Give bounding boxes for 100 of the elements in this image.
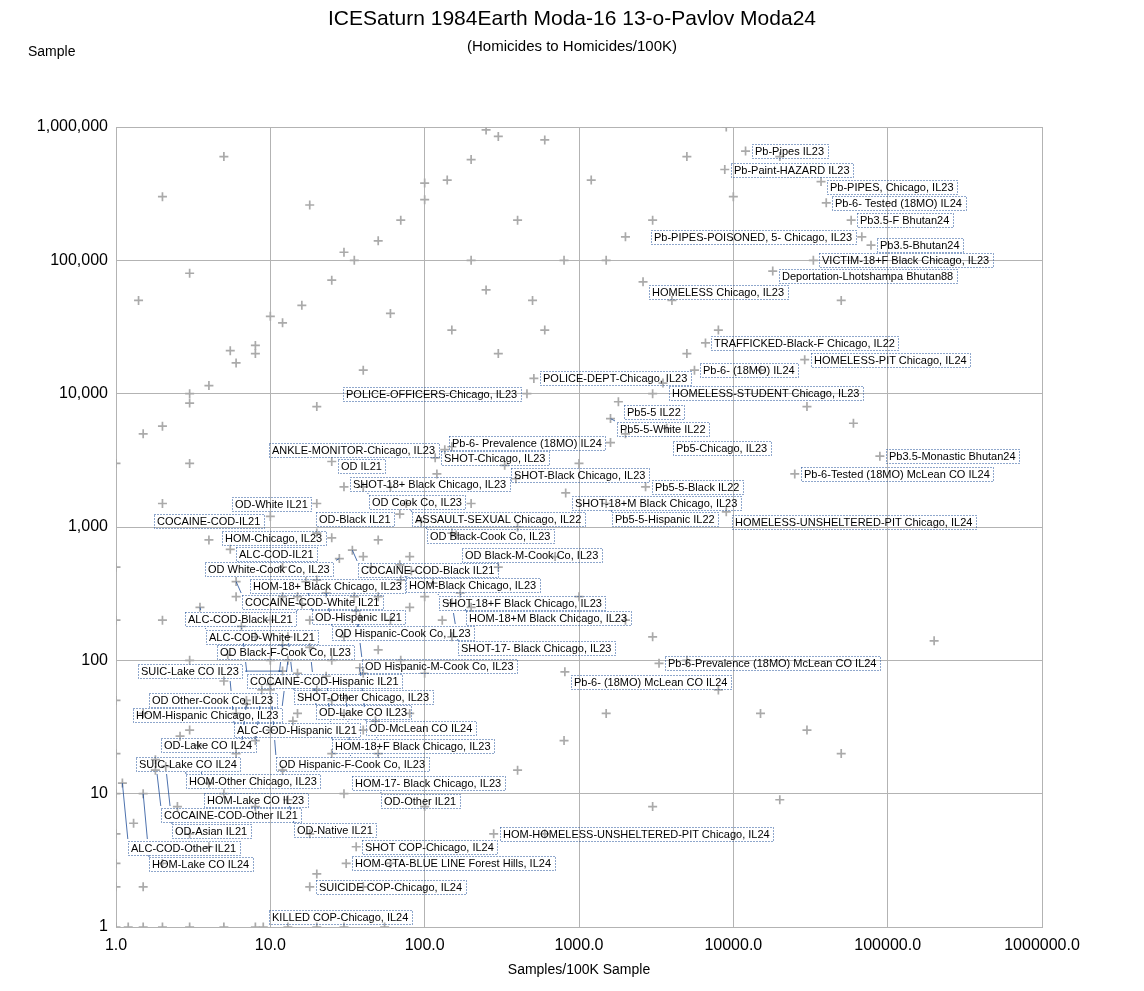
annotation: SUICIDE COP-Chicago, IL24 [319, 881, 463, 894]
annotation: HOM-18+F Black Chicago, IL23 [335, 740, 491, 753]
x-tick-label: 1.0 [104, 936, 128, 954]
annotation: Deportation-Lhotshampa Bhutan88 [782, 270, 954, 283]
annotation: Pb-6- Tested (18MO) IL24 [835, 197, 962, 210]
x-tick-label: 1000.0 [554, 936, 604, 954]
annotation: Pb-6-Prevalence (18MO) McLean CO IL24 [668, 657, 877, 670]
annotation: OD Cook Co, IL23 [372, 496, 462, 509]
annotation: Pb-PIPES, Chicago, IL23 [830, 181, 954, 194]
annotation: SHOT-Other Chicago, IL23 [297, 691, 430, 704]
annotation: HOMELESS-STUDENT Chicago, IL23 [672, 387, 860, 400]
annotation: COCAINE-COD-White IL21 [245, 596, 380, 609]
annotation: SHOT-18+F Black Chicago, IL23 [442, 597, 602, 610]
annotation: COCAINE-COD-Other IL21 [164, 809, 298, 822]
annotation: OD Black-F-Cook Co, IL23 [220, 646, 351, 659]
annotation: HOM-Black Chicago, IL23 [409, 579, 537, 592]
y-tick-label: 1,000,000 [36, 117, 109, 135]
annotation: TRAFFICKED-Black-F Chicago, IL22 [714, 337, 895, 350]
annotation: HOM-18+M Black Chicago, IL23 [469, 612, 628, 625]
annotation: Pb3.5-F Bhutan24 [860, 214, 950, 227]
annotation: HOM-Hispanic Chicago, IL23 [136, 709, 279, 722]
annotation: HOM-CTA-BLUE LINE Forest Hills, IL24 [355, 857, 552, 870]
annotation: OD-Hispanic IL21 [315, 611, 402, 624]
annotation: SHOT-18+M Black Chicago, IL23 [575, 497, 738, 510]
annotation: Pb5-5 IL22 [627, 406, 681, 419]
annotation: ANKLE-MONITOR-Chicago, IL23 [272, 444, 436, 457]
annotation: HOMELESS-UNSHELTERED-PIT Chicago, IL24 [735, 516, 973, 529]
annotation: VICTIM-18+F Black Chicago, IL23 [822, 254, 990, 267]
annotation: OD-McLean CO IL24 [369, 722, 473, 735]
annotation: ALC-COD-Other IL21 [131, 842, 237, 855]
annotation: SHOT-Chicago, IL23 [444, 452, 546, 465]
annotation: OD Other-Cook Co, IL23 [152, 694, 274, 707]
x-tick-label: 10.0 [254, 936, 287, 954]
annotation: SUIC-Lake CO IL24 [139, 758, 237, 771]
annotation: HOM-Lake CO IL23 [207, 794, 305, 807]
y-tick-label: 1 [99, 917, 109, 935]
annotation: OD Hispanic-F-Cook Co, IL23 [279, 758, 426, 771]
x-tick-label: 1000000.0 [1004, 936, 1080, 954]
annotation: HOMELESS Chicago, IL23 [652, 286, 785, 299]
annotation: Pb5-Chicago, IL23 [676, 442, 768, 455]
y-tick-label: 1,000 [67, 517, 109, 535]
annotation: OD IL21 [341, 460, 382, 473]
annotation: ALC-COD-Black IL21 [188, 613, 293, 626]
annotation: HOM-17- Black Chicago, IL23 [355, 777, 502, 790]
annotation: HOM-18+ Black Chicago, IL23 [253, 580, 402, 593]
annotation: COCAINE-COD-Hispanic IL21 [250, 675, 399, 688]
annotation: SHOT COP-Chicago, IL24 [365, 841, 494, 854]
y-tick-label: 100,000 [50, 250, 109, 268]
annotation: OD-Native IL21 [297, 824, 373, 837]
y-axis-title: Sample [28, 42, 76, 59]
annotation: OD-Other IL21 [384, 795, 457, 808]
annotation: Pb5-5-Black IL22 [655, 481, 740, 494]
x-tick-label: 10000.0 [704, 936, 763, 954]
annotation: HOM-Other Chicago, IL23 [189, 775, 317, 788]
annotation: Pb5-5-White IL22 [620, 423, 706, 436]
annotation: Pb-6- (18MO) McLean CO IL24 [574, 676, 728, 689]
annotation: HOM-HOMELESS-UNSHELTERED-PIT Chicago, IL24 [503, 828, 770, 841]
annotation: SHOT-Black Chicago, IL23 [514, 469, 646, 482]
y-tick-label: 10,000 [59, 384, 109, 402]
annotation: COCAINE-COD-Black IL21 [361, 564, 495, 577]
annotation: ALC-COD-White IL21 [209, 631, 315, 644]
chart-subtitle: (Homicides to Homicides/100K) [466, 37, 678, 55]
annotation: SUIC-Lake CO IL23 [141, 665, 239, 678]
annotation: KILLED COP-Chicago, IL24 [272, 911, 409, 924]
annotation: POLICE-DEPT-Chicago, IL23 [543, 372, 688, 385]
annotation: Pb5-5-Hispanic IL22 [615, 513, 715, 526]
annotation: OD Hispanic-Cook Co, IL23 [335, 627, 471, 640]
annotation: Pb-6- Prevalence (18MO) IL24 [452, 437, 602, 450]
annotation: OD-Black IL21 [319, 513, 391, 526]
annotation: Pb-PIPES-POISONED, 5- Chicago, IL23 [654, 231, 853, 244]
annotation: OD-Lake CO IL24 [164, 739, 253, 752]
annotation: ALC-COD-IL21 [239, 548, 314, 561]
annotation: Pb-Paint-HAZARD IL23 [734, 164, 850, 177]
annotation: Pb-6- (18MO) IL24 [703, 364, 795, 377]
x-tick-label: 100000.0 [854, 936, 922, 954]
annotation: HOM-Lake CO IL24 [152, 858, 250, 871]
annotation: SHOT-18+ Black Chicago, IL23 [353, 478, 507, 491]
y-tick-label: 10 [90, 784, 109, 802]
annotation: OD-White IL21 [235, 498, 308, 511]
annotation: ASSAULT-SEXUAL Chicago, IL22 [415, 513, 582, 526]
annotation: OD Black-M-Cook Co, IL23 [465, 549, 599, 562]
annotation: OD Black-Cook Co, IL23 [430, 530, 551, 543]
annotation: OD-Lake CO IL23 [319, 706, 408, 719]
annotation: SHOT-17- Black Chicago, IL23 [461, 642, 612, 655]
annotation: Pb-6-Tested (18MO) McLean CO IL24 [804, 468, 990, 481]
annotation: HOM-Chicago, IL23 [225, 532, 323, 545]
annotation: POLICE-OFFICERS-Chicago, IL23 [346, 388, 518, 401]
annotation: OD-Asian IL21 [175, 825, 248, 838]
annotation: ALC-COD-Hispanic IL21 [237, 724, 357, 737]
x-tick-label: 100.0 [404, 936, 445, 954]
y-tick-label: 100 [81, 650, 109, 668]
annotation: OD Hispanic-M-Cook Co, IL23 [365, 660, 514, 673]
annotation: Pb3.5-Monastic Bhutan24 [889, 450, 1016, 463]
x-axis-title: Samples/100K Sample [507, 961, 651, 978]
annotation: Pb-Pipes IL23 [755, 145, 825, 158]
annotation: Pb3.5-Bhutan24 [880, 239, 960, 252]
chart-title: ICESaturn 1984Earth Moda-16 13-o-Pavlov Moda24 [328, 5, 817, 29]
annotation: HOMELESS-PIT Chicago, IL24 [814, 354, 967, 367]
annotation: COCAINE-COD-IL21 [157, 515, 261, 528]
annotation: OD White-Cook Co, IL23 [208, 563, 330, 576]
